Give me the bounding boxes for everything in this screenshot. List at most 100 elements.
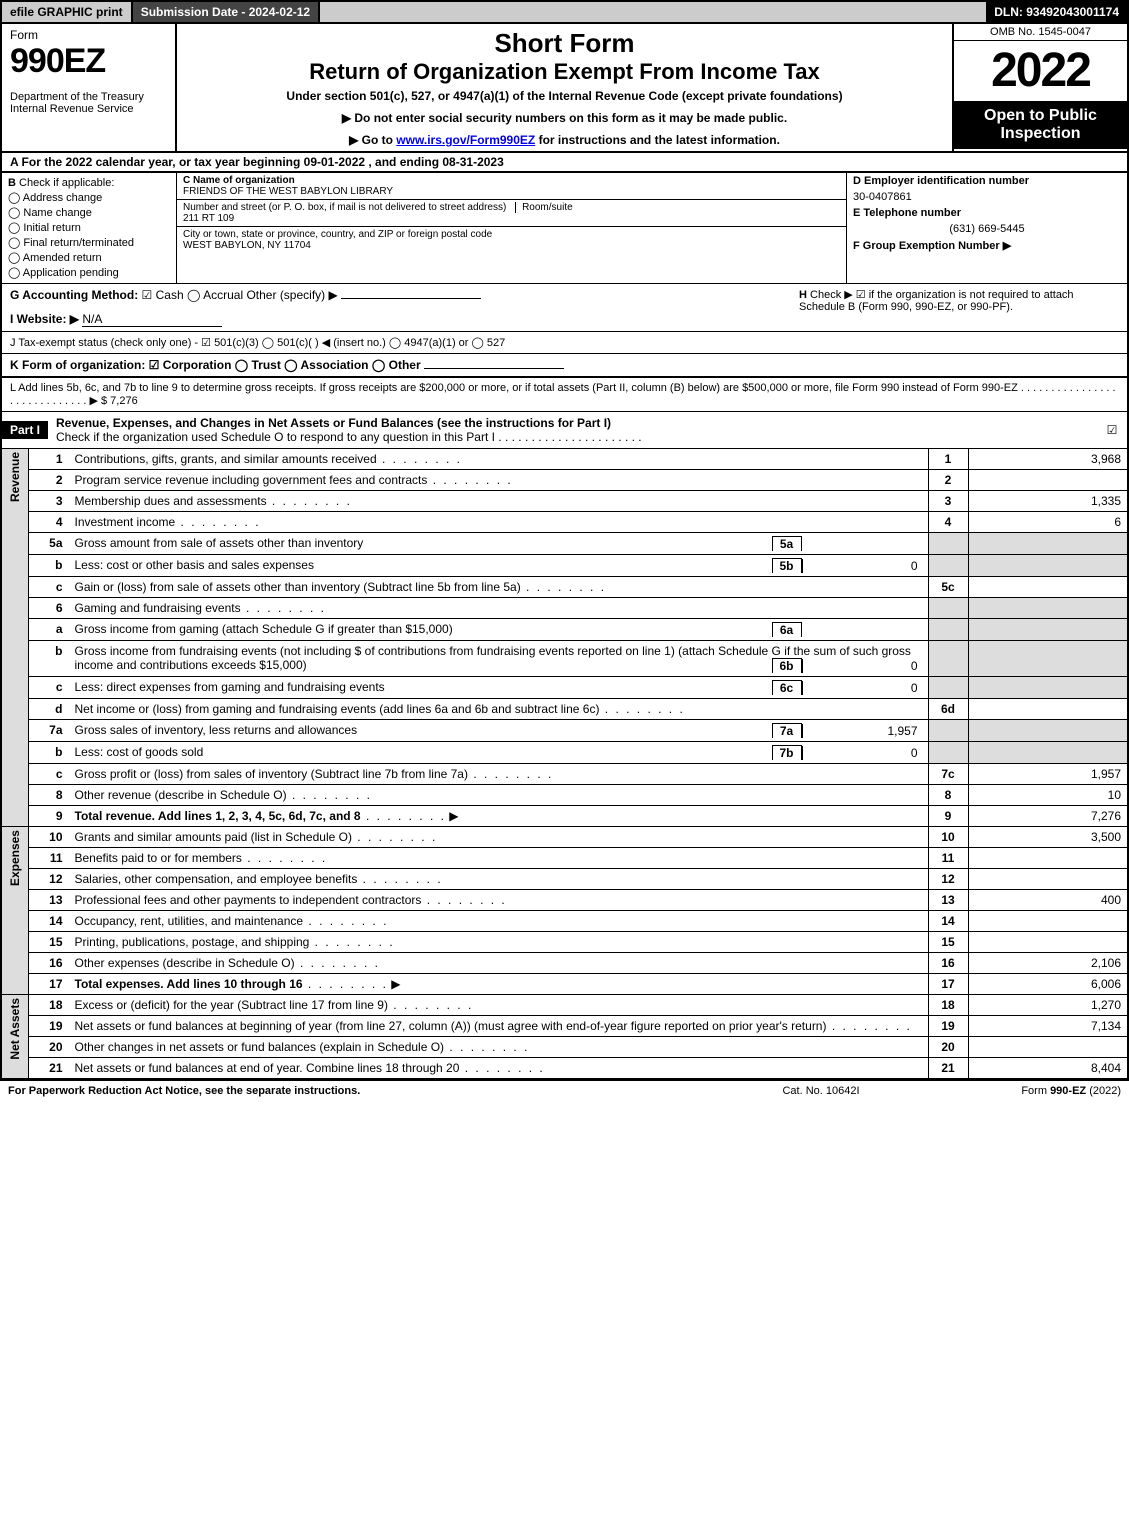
- b-label: B: [8, 177, 16, 189]
- c-name-value: FRIENDS OF THE WEST BABYLON LIBRARY: [183, 186, 840, 197]
- b-opt-initial[interactable]: ◯ Initial return: [8, 221, 170, 234]
- dept-label: Department of the Treasury Internal Reve…: [10, 91, 167, 115]
- line-desc: Program service revenue including govern…: [69, 470, 929, 491]
- line-result-num: 4: [928, 512, 968, 533]
- mini-line-num: 7a: [772, 723, 802, 738]
- line-result-val: [968, 598, 1128, 619]
- header-right: OMB No. 1545-0047 2022 Open to Public In…: [952, 24, 1127, 151]
- e-label: E Telephone number: [847, 205, 1127, 221]
- line-row: 17Total expenses. Add lines 10 through 1…: [1, 974, 1128, 995]
- page-footer: For Paperwork Reduction Act Notice, see …: [0, 1080, 1129, 1101]
- subtitle: Under section 501(c), 527, or 4947(a)(1)…: [185, 89, 944, 103]
- line-row: 9Total revenue. Add lines 1, 2, 3, 4, 5c…: [1, 806, 1128, 827]
- mini-line-val: 0: [802, 746, 922, 760]
- line-desc: Grants and similar amounts paid (list in…: [69, 827, 929, 848]
- line-row: 4Investment income46: [1, 512, 1128, 533]
- line-number: 11: [29, 848, 69, 869]
- line-row: 3Membership dues and assessments31,335: [1, 491, 1128, 512]
- mini-line-val: 1,957: [802, 724, 922, 738]
- line-result-val: [968, 641, 1128, 677]
- line-row: Revenue1Contributions, gifts, grants, an…: [1, 449, 1128, 470]
- mini-line-val: 0: [802, 559, 922, 573]
- line-result-val: [968, 699, 1128, 720]
- mini-line-num: 6b: [772, 658, 802, 673]
- line-desc: Benefits paid to or for members: [69, 848, 929, 869]
- footer-paperwork: For Paperwork Reduction Act Notice, see …: [8, 1085, 721, 1097]
- line-result-val: [968, 470, 1128, 491]
- line-number: 3: [29, 491, 69, 512]
- line-result-val: 7,276: [968, 806, 1128, 827]
- line-desc: Gross income from fundraising events (no…: [69, 641, 929, 677]
- b-opt-amended[interactable]: ◯ Amended return: [8, 251, 170, 264]
- b-opt-final[interactable]: ◯ Final return/terminated: [8, 236, 170, 249]
- h-checkbox[interactable]: ☑: [856, 289, 869, 301]
- instr-goto: ▶ Go to www.irs.gov/Form990EZ for instru…: [185, 133, 944, 147]
- b-opt-address[interactable]: ◯ Address change: [8, 191, 170, 204]
- line-number: 19: [29, 1016, 69, 1037]
- b-check-label: Check if applicable:: [19, 177, 114, 189]
- c-street-row: Number and street (or P. O. box, if mail…: [177, 200, 846, 227]
- line-result-num: 2: [928, 470, 968, 491]
- line-row: 14Occupancy, rent, utilities, and mainte…: [1, 911, 1128, 932]
- line-result-val: 6: [968, 512, 1128, 533]
- c-street-value: 211 RT 109: [183, 213, 840, 224]
- part1-title-text: Revenue, Expenses, and Changes in Net As…: [56, 416, 611, 430]
- form-header: Form 990EZ Department of the Treasury In…: [0, 24, 1129, 153]
- line-result-val: 6,006: [968, 974, 1128, 995]
- line-row: Net Assets18Excess or (deficit) for the …: [1, 995, 1128, 1016]
- line-result-val: [968, 533, 1128, 555]
- line-desc: Less: cost or other basis and sales expe…: [69, 555, 929, 577]
- header-left: Form 990EZ Department of the Treasury In…: [2, 24, 177, 151]
- vtab-expenses: Expenses: [1, 827, 29, 995]
- line-number: c: [29, 764, 69, 785]
- line-number: 15: [29, 932, 69, 953]
- lines-table: Revenue1Contributions, gifts, grants, an…: [0, 449, 1129, 1080]
- b-opt-pending[interactable]: ◯ Application pending: [8, 266, 170, 279]
- d-label: D Employer identification number: [847, 173, 1127, 189]
- line-result-val: [968, 869, 1128, 890]
- line-number: 7a: [29, 720, 69, 742]
- line-result-num: [928, 742, 968, 764]
- line-result-num: 20: [928, 1037, 968, 1058]
- irs-link[interactable]: www.irs.gov/Form990EZ: [396, 133, 535, 147]
- line-result-val: [968, 1037, 1128, 1058]
- b-opt-name[interactable]: ◯ Name change: [8, 206, 170, 219]
- line-result-num: 5c: [928, 577, 968, 598]
- g-accrual[interactable]: ◯ Accrual: [187, 288, 243, 302]
- efile-label[interactable]: efile GRAPHIC print: [2, 2, 131, 22]
- section-i: I Website: ▶ N/A: [10, 312, 799, 327]
- line-desc: Net income or (loss) from gaming and fun…: [69, 699, 929, 720]
- line-number: b: [29, 641, 69, 677]
- line-number: 13: [29, 890, 69, 911]
- line-row: 5aGross amount from sale of assets other…: [1, 533, 1128, 555]
- k-other-input[interactable]: [424, 368, 564, 369]
- line-result-num: 9: [928, 806, 968, 827]
- line-desc: Net assets or fund balances at beginning…: [69, 1016, 929, 1037]
- line-desc: Occupancy, rent, utilities, and maintena…: [69, 911, 929, 932]
- line-number: 9: [29, 806, 69, 827]
- line-desc: Membership dues and assessments: [69, 491, 929, 512]
- part1-schedule-o-check[interactable]: ☑: [1097, 423, 1127, 437]
- line-number: 4: [29, 512, 69, 533]
- g-label: G Accounting Method:: [10, 288, 138, 302]
- title-short-form: Short Form: [185, 28, 944, 59]
- mini-line-num: 7b: [772, 745, 802, 760]
- title-return: Return of Organization Exempt From Incom…: [185, 59, 944, 85]
- line-number: 17: [29, 974, 69, 995]
- h-text1: Check ▶: [810, 289, 853, 301]
- line-result-val: [968, 619, 1128, 641]
- g-other[interactable]: Other (specify) ▶: [246, 288, 481, 302]
- line-number: d: [29, 699, 69, 720]
- line-row: 12Salaries, other compensation, and empl…: [1, 869, 1128, 890]
- line-result-num: 12: [928, 869, 968, 890]
- g-cash[interactable]: ☑ Cash: [142, 288, 184, 302]
- mini-line-num: 5b: [772, 558, 802, 573]
- c-city-label: City or town, state or province, country…: [183, 229, 840, 240]
- line-row: aGross income from gaming (attach Schedu…: [1, 619, 1128, 641]
- line-row: 11Benefits paid to or for members11: [1, 848, 1128, 869]
- c-name-row: C Name of organization FRIENDS OF THE WE…: [177, 173, 846, 200]
- section-g: G Accounting Method: ☑ Cash ◯ Accrual Ot…: [10, 288, 799, 327]
- instr2-post: for instructions and the latest informat…: [535, 133, 780, 147]
- section-b: B Check if applicable: ◯ Address change …: [2, 173, 177, 283]
- line-result-num: 13: [928, 890, 968, 911]
